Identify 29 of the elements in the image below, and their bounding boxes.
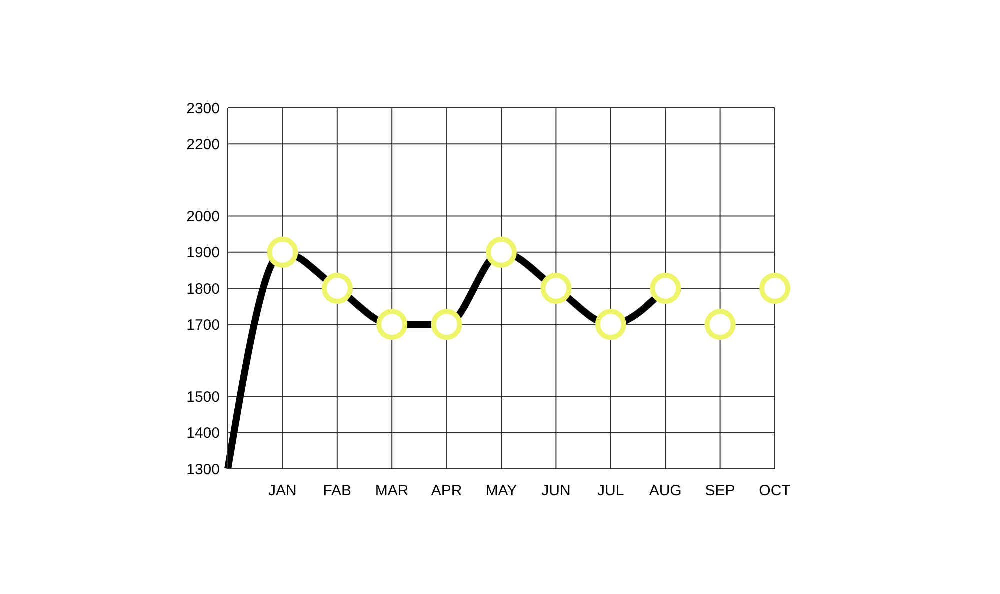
y-tick-label: 1900 bbox=[186, 244, 220, 262]
point bbox=[595, 309, 626, 340]
point bbox=[431, 309, 462, 340]
y-tick-label: 2300 bbox=[186, 100, 220, 118]
x-tick-label: JAN bbox=[268, 482, 297, 500]
point bbox=[322, 273, 353, 304]
point bbox=[267, 236, 298, 268]
y-tick-label: 1400 bbox=[186, 425, 220, 442]
x-tick-label: MAY bbox=[486, 482, 518, 500]
y-tick-label: 1700 bbox=[186, 316, 220, 334]
x-tick-label: SEP bbox=[705, 482, 736, 500]
point bbox=[704, 309, 736, 340]
y-tick-label: 1800 bbox=[186, 280, 220, 298]
x-tick-label: OCT bbox=[759, 482, 791, 500]
x-tick-label: APR bbox=[431, 482, 462, 500]
point bbox=[760, 273, 790, 304]
point bbox=[540, 273, 572, 304]
x-tick-label: AUG bbox=[649, 482, 682, 500]
x-tick-label: FAB bbox=[323, 482, 352, 500]
y-tick-label: 2200 bbox=[186, 136, 220, 154]
y-tick-label: 1500 bbox=[186, 389, 220, 406]
x-tick-label: JUL bbox=[598, 482, 624, 500]
point bbox=[650, 273, 682, 304]
point bbox=[486, 236, 517, 268]
point bbox=[376, 309, 408, 340]
y-tick-label: 1300 bbox=[186, 461, 220, 478]
x-tick-label: JUN bbox=[542, 482, 571, 500]
x-tick-label: MAR bbox=[375, 482, 409, 500]
y-tick-label: 2000 bbox=[186, 208, 220, 226]
